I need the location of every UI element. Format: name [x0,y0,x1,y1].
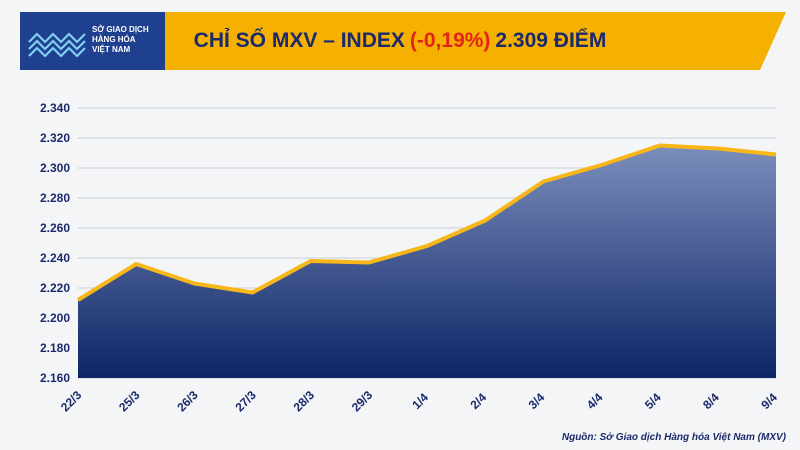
y-tick-label: 2.300 [40,161,70,175]
x-tick-label: 28/3 [291,388,318,415]
source-note: Nguồn: Sở Giao dịch Hàng hóa Việt Nam (M… [561,432,786,443]
area-fill [78,145,776,378]
y-tick-label: 2.260 [40,221,70,235]
title-banner [74,12,786,70]
y-axis: 2.160 2.180 2.200 2.220 2.240 2.260 2.280 2.300… [40,101,70,385]
y-tick-label: 2.160 [40,371,70,385]
x-tick-label: 4/4 [584,390,606,412]
x-tick-label: 9/4 [758,390,780,412]
logo-line-3: VIỆT NAM [92,45,131,54]
x-tick-label: 5/4 [642,390,664,412]
y-tick-label: 2.240 [40,251,70,265]
title-prefix: CHỈ SỐ MXV – INDEX [193,29,405,52]
mxv-logo: SỞ GIAO DỊCH HÀNG HÓA VIỆT NAM [20,12,165,70]
series-line [76,143,777,302]
y-tick-label: 2.220 [40,281,70,295]
y-tick-label: 2.200 [40,311,70,325]
x-tick-label: 8/4 [700,390,722,412]
y-tick-label: 2.280 [40,191,70,205]
area-layer [76,143,777,378]
x-tick-label: 26/3 [174,388,201,415]
logo-mark-icon [28,32,86,57]
x-tick-label: 22/3 [58,388,85,415]
x-tick-label: 25/3 [116,388,143,415]
y-tick-label: 2.340 [40,101,70,115]
x-tick-label: 1/4 [409,390,431,412]
title-suffix: 2.309 ĐIỂM [495,29,607,52]
y-tick-label: 2.180 [40,341,70,355]
x-tick-label: 2/4 [467,390,489,412]
logo-line-1: SỞ GIAO DỊCH [92,25,149,34]
x-tick-label: 27/3 [232,388,259,415]
x-tick-label: 3/4 [526,390,548,412]
y-tick-label: 2.320 [40,131,70,145]
change-percent: (-0,19%) [409,29,491,52]
x-axis: 22/3 25/3 26/3 27/3 28/3 29/3 1/4 2/4 3/4 4/4 5/4 8… [58,388,780,415]
logo-text: SỞ GIAO DỊCH HÀNG HÓA VIỆT NAM [92,25,149,55]
logo-line-2: HÀNG HÓA [92,35,136,44]
x-tick-label: 29/3 [349,388,376,415]
chart-title: CHỈ SỐ MXV – INDEX (-0,19%) 2.309 ĐIỂM [120,16,680,66]
